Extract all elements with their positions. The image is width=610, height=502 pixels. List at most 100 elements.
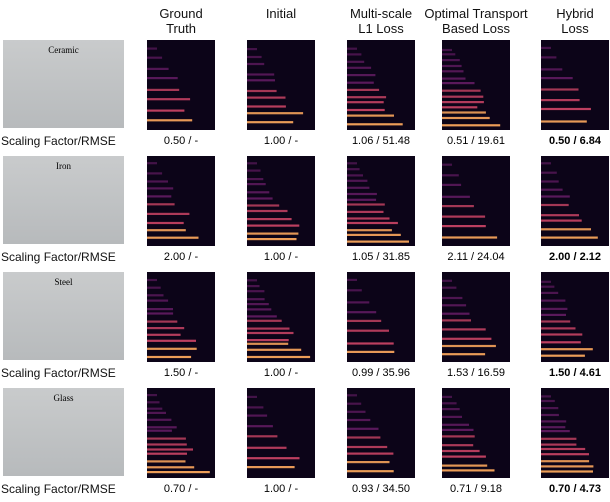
material-image: Glass (3, 388, 124, 476)
spectrogram-band (541, 180, 559, 182)
spectrogram-band (541, 453, 589, 455)
spectrogram-bg (442, 156, 510, 246)
spectrogram-bg (541, 156, 609, 246)
spectrogram-band (442, 353, 485, 355)
spectrogram-band (442, 435, 475, 437)
row-label: Scaling Factor/RMSE (1, 482, 116, 496)
spectrogram-band (147, 213, 189, 215)
cell-value: 2.00 / - (136, 251, 226, 263)
spectrogram-band (347, 82, 374, 84)
spectrogram-band (147, 195, 171, 197)
spectrogram-band (442, 396, 452, 398)
spectrogram-band (541, 204, 569, 206)
spectrogram-band (541, 68, 562, 70)
spectrogram-band (442, 465, 487, 467)
spectrogram-band (347, 229, 392, 231)
spectrogram-bg (541, 40, 609, 130)
spectrogram-band (442, 106, 477, 108)
spectrogram-band (442, 53, 455, 55)
cell-value: 2.11 / 24.04 (431, 251, 521, 263)
spectrogram (442, 388, 510, 478)
spectrogram-band (247, 447, 287, 449)
spectrogram-band (247, 406, 263, 408)
spectrogram-band (442, 82, 475, 84)
spectrogram-band (147, 89, 179, 91)
spectrogram-band (347, 241, 409, 243)
spectrogram-band (442, 196, 470, 198)
spectrogram-band (247, 210, 288, 212)
spectrogram-band (347, 453, 393, 455)
spectrogram-band (541, 292, 558, 294)
spectrogram-band (247, 308, 271, 310)
spectrogram-band (442, 319, 471, 321)
spectrogram-bg (147, 40, 215, 130)
cell-value: 1.05 / 31.85 (336, 251, 426, 263)
spectrogram-band (347, 436, 380, 438)
spectrogram-band (147, 471, 210, 473)
spectrogram-band (247, 328, 290, 330)
spectrogram-band (541, 400, 555, 402)
spectrogram (147, 388, 215, 478)
spectrogram-band (442, 49, 452, 51)
spectrogram-bg (247, 40, 315, 130)
spectrogram-band (147, 237, 199, 239)
spectrogram-band (247, 218, 292, 220)
spectrogram-band (147, 448, 193, 450)
spectrogram-band (541, 320, 570, 322)
spectrogram-band (247, 238, 297, 240)
spectrogram-band (347, 222, 398, 224)
spectrogram-band (347, 123, 403, 125)
cell-value: 1.00 / - (236, 251, 326, 263)
spectrogram-band (442, 287, 456, 289)
spectrogram-band (247, 315, 277, 317)
spectrogram-band (247, 303, 269, 305)
spectrogram-band (247, 191, 269, 193)
spectrogram-band (247, 97, 286, 99)
spectrogram-band (347, 428, 379, 430)
spectrogram (541, 388, 609, 478)
spectrogram-band (147, 287, 161, 289)
material-image: Steel (3, 272, 124, 360)
spectrogram (247, 272, 315, 362)
spectrogram-band (541, 300, 565, 302)
spectrogram-band (442, 345, 496, 347)
spectrogram-band (147, 222, 184, 224)
spectrogram-band (442, 65, 462, 67)
spectrogram-band (347, 461, 390, 463)
spectrogram (541, 40, 609, 130)
material-label: Glass (3, 393, 124, 403)
cell-value: 1.53 / 16.59 (431, 367, 521, 379)
spectrogram-band (541, 88, 579, 90)
spectrogram-band (147, 356, 191, 358)
spectrogram (347, 156, 415, 246)
spectrogram-band (247, 162, 257, 164)
cell-value: 0.70 / - (136, 483, 226, 495)
spectrogram-band (147, 460, 186, 462)
spectrogram-band (347, 470, 394, 472)
spectrogram-band (347, 351, 394, 353)
spectrogram-band (442, 304, 466, 306)
spectrogram-band (147, 312, 173, 314)
spectrogram-band (147, 187, 173, 189)
spectrogram-band (442, 78, 466, 80)
spectrogram-band (247, 435, 277, 437)
spectrogram-band (247, 63, 264, 65)
spectrogram-band (147, 203, 175, 205)
column-header: Hybrid Loss (545, 6, 605, 36)
spectrogram-band (347, 74, 375, 76)
spectrogram-band (442, 124, 500, 126)
spectrogram-band (147, 57, 162, 59)
cell-value: 0.93 / 34.50 (336, 483, 426, 495)
spectrogram-band (247, 332, 294, 334)
spectrogram-band (347, 53, 361, 55)
spectrogram-band (147, 294, 164, 296)
spectrogram-band (347, 301, 369, 303)
material-label: Iron (3, 161, 124, 171)
spectrogram-band (147, 443, 187, 445)
spectrogram-band (347, 411, 366, 413)
spectrogram-bg (442, 272, 510, 362)
spectrogram-band (347, 211, 384, 213)
spectrogram-band (347, 234, 401, 236)
spectrogram-band (541, 308, 567, 310)
cell-value: 0.70 / 4.73 (530, 483, 610, 495)
